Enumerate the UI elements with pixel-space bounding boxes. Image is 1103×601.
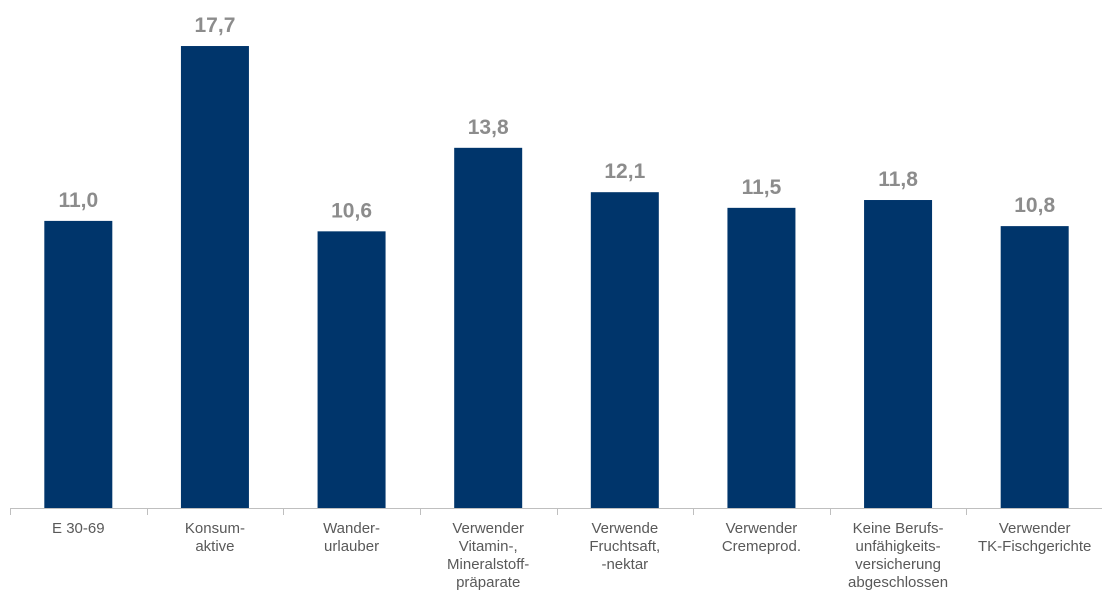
category-labels-group: E 30-69 Konsum-aktive Wander-urlauber Verwe…: [52, 520, 1091, 591]
category-label-line: Vitamin-,: [459, 538, 518, 555]
bar: [590, 192, 659, 508]
bar-value-label: 11,8: [878, 168, 918, 191]
category-label-line: versicherung: [855, 556, 941, 573]
category-label-line: Verwender: [452, 520, 524, 537]
value-labels-group: 11,0 17,7 10,6 13,8 12,1 11,5 11,8 10,8: [58, 14, 1055, 222]
category-label: Verwende Fruchtsaft, -nektar: [589, 520, 660, 573]
category-label-line: Konsum-: [185, 520, 245, 537]
category-label-line: -nektar: [601, 556, 648, 573]
bar-value-label: 17,7: [195, 14, 236, 37]
category-label-line: Verwender: [726, 520, 798, 537]
category-label: Wander-urlauber: [323, 520, 380, 555]
category-label-line: Fruchtsaft,: [589, 538, 660, 555]
bar-value-label: 10,8: [1014, 194, 1055, 217]
category-label-line: urlauber: [324, 538, 379, 555]
bar-value-label: 12,1: [604, 160, 645, 183]
category-label-line: aktive: [195, 538, 234, 555]
category-label-line: Verwender: [999, 520, 1071, 537]
category-label: Verwender TK-Fischgerichte: [978, 520, 1091, 555]
bar-value-label: 11,5: [742, 176, 782, 199]
bar: [727, 207, 796, 508]
category-label: E 30-69: [52, 520, 105, 537]
category-label-line: TK-Fischgerichte: [978, 538, 1091, 555]
bar-value-label: 10,6: [331, 199, 372, 222]
bar: [864, 200, 933, 508]
category-label-line: Verwende: [591, 520, 658, 537]
bar-value-label: 13,8: [468, 116, 509, 139]
category-label-line: präparate: [456, 574, 520, 591]
category-label-line: unfähigkeits-: [856, 538, 941, 555]
category-label-line: Mineralstoff-: [447, 556, 529, 573]
bar: [1000, 226, 1069, 508]
bars-group: [44, 46, 1069, 508]
category-label-line: Wander-: [323, 520, 380, 537]
bar: [44, 220, 113, 508]
bar: [317, 231, 386, 508]
category-label-line: Cremeprod.: [722, 538, 801, 555]
category-label-line: E 30-69: [52, 520, 105, 537]
bar: [180, 46, 249, 508]
bar-value-label: 11,0: [58, 189, 98, 212]
category-label: Konsum-aktive: [185, 520, 245, 555]
x-axis-ticks-group: [10, 508, 967, 515]
bar: [454, 147, 523, 508]
category-label: Verwender Cremeprod.: [722, 520, 801, 555]
category-label: Verwender Vitamin-, Mineralstoff-präparate: [447, 520, 529, 591]
category-label-line: Keine Berufs-: [853, 520, 944, 537]
category-label: Keine Berufs-unfähigkeits-versicherung ab…: [848, 520, 948, 591]
category-label-line: abgeschlossen: [848, 574, 948, 591]
